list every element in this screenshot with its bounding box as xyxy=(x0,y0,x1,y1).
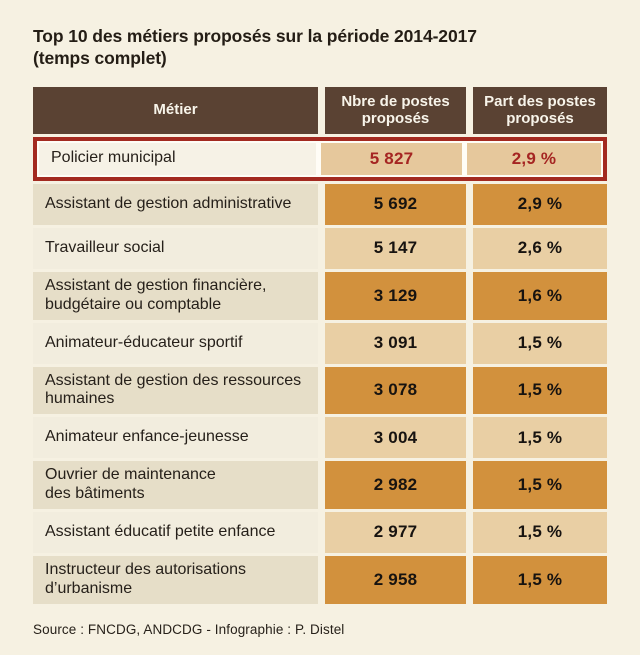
table-row: Ouvrier de maintenance des bâtiments 2 9… xyxy=(33,461,607,509)
table-header-row: Métier Nbre de postes proposés Part des … xyxy=(33,86,607,134)
metier-cell: Assistant de gestion financière, budgéta… xyxy=(33,271,318,320)
table-row: Policier municipal 5 827 2,9 % xyxy=(33,136,607,181)
postes-cell: 2 982 xyxy=(325,461,466,509)
postes-cell: 5 692 xyxy=(325,183,466,225)
table-row: Assistant de gestion administrative 5 69… xyxy=(33,183,607,225)
metier-cell: Animateur enfance-jeunesse xyxy=(33,417,318,459)
source-credit: Source : FNCDG, ANDCDG - Infographie : P… xyxy=(33,621,345,637)
part-value: 1,5 % xyxy=(517,569,563,589)
table-row: Assistant de gestion financière, budgéta… xyxy=(33,271,607,320)
postes-cell: 5 147 xyxy=(325,227,466,269)
part-value: 2,9 % xyxy=(511,148,557,168)
part-value: 1,5 % xyxy=(517,522,563,542)
postes-value: 5 692 xyxy=(373,194,418,214)
postes-value: 3 091 xyxy=(373,332,418,352)
postes-value: 3 078 xyxy=(373,380,418,400)
part-value: 1,5 % xyxy=(517,427,563,447)
postes-cell: 3 004 xyxy=(325,417,466,459)
postes-value: 5 147 xyxy=(373,238,418,258)
table-row: Animateur-éducateur sportif 3 091 1,5 % xyxy=(33,322,607,364)
postes-cell: 2 977 xyxy=(325,512,466,553)
metier-cell: Assistant éducatif petite enfance xyxy=(33,512,318,553)
part-cell: 2,9 % xyxy=(473,183,607,225)
table-row: Animateur enfance-jeunesse 3 004 1,5 % xyxy=(33,417,607,459)
part-cell: 1,5 % xyxy=(473,366,607,415)
part-value: 2,9 % xyxy=(517,194,563,214)
header-part-postes: Part des postes proposés xyxy=(473,86,607,134)
metier-cell: Animateur-éducateur sportif xyxy=(33,322,318,364)
page-title: Top 10 des métiers proposés sur la pério… xyxy=(33,26,607,70)
part-cell: 1,5 % xyxy=(473,512,607,553)
part-cell: 2,6 % xyxy=(473,227,607,269)
part-cell: 2,9 % xyxy=(467,142,601,175)
metier-cell: Policier municipal xyxy=(39,142,316,175)
header-metier: Métier xyxy=(33,86,318,134)
metier-cell: Travailleur social xyxy=(33,227,318,269)
postes-value: 2 982 xyxy=(373,475,418,495)
part-cell: 1,5 % xyxy=(473,417,607,459)
page-title-line2: (temps complet) xyxy=(33,47,167,68)
postes-value: 3 004 xyxy=(373,427,418,447)
part-cell: 1,6 % xyxy=(473,271,607,320)
part-value: 1,5 % xyxy=(517,475,563,495)
table-row: Instructeur des autorisations d’urbanism… xyxy=(33,556,607,604)
part-value: 1,6 % xyxy=(517,285,563,305)
part-value: 2,6 % xyxy=(517,238,563,258)
metier-cell: Assistant de gestion administrative xyxy=(33,183,318,225)
top10-table: Métier Nbre de postes proposés Part des … xyxy=(33,86,607,604)
postes-cell: 2 958 xyxy=(325,556,466,604)
postes-value: 5 827 xyxy=(369,148,414,168)
postes-cell: 3 129 xyxy=(325,271,466,320)
postes-cell: 5 827 xyxy=(321,142,462,175)
part-cell: 1,5 % xyxy=(473,556,607,604)
table-row: Travailleur social 5 147 2,6 % xyxy=(33,227,607,269)
page-title-line1: Top 10 des métiers proposés sur la pério… xyxy=(33,26,477,46)
metier-cell: Ouvrier de maintenance des bâtiments xyxy=(33,461,318,509)
postes-value: 2 958 xyxy=(373,569,418,589)
part-value: 1,5 % xyxy=(517,332,563,352)
table-row: Assistant éducatif petite enfance 2 977 … xyxy=(33,512,607,553)
infographic: Top 10 des métiers proposés sur la pério… xyxy=(33,26,607,637)
header-nbre-postes: Nbre de postes proposés xyxy=(325,86,466,134)
metier-cell: Instructeur des autorisations d’urbanism… xyxy=(33,556,318,604)
postes-cell: 3 091 xyxy=(325,322,466,364)
postes-cell: 3 078 xyxy=(325,366,466,415)
part-cell: 1,5 % xyxy=(473,322,607,364)
metier-cell: Assistant de gestion des ressources huma… xyxy=(33,366,318,415)
postes-value: 2 977 xyxy=(373,522,418,542)
postes-value: 3 129 xyxy=(373,285,418,305)
part-cell: 1,5 % xyxy=(473,461,607,509)
part-value: 1,5 % xyxy=(517,380,563,400)
table-row: Assistant de gestion des ressources huma… xyxy=(33,366,607,415)
